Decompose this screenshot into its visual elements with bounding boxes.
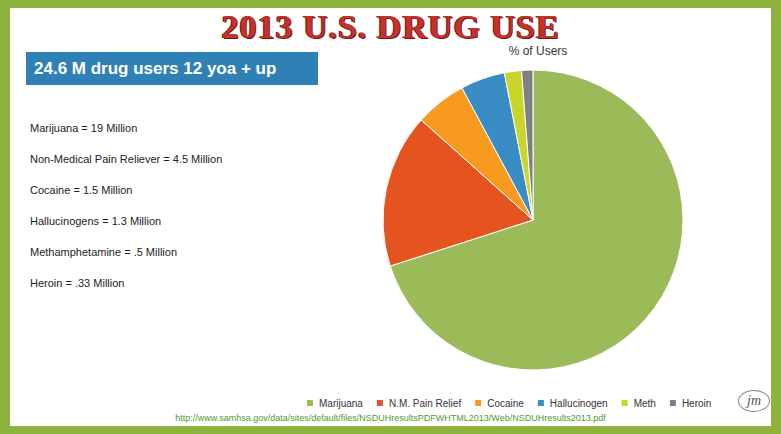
html-text:2013 U.S. DRUG USE: 2013 U.S. DRUG USE (221, 8, 560, 45)
html-text:Methamphetamine = .5 Million: Methamphetamine = .5 Million (30, 246, 177, 258)
svg-text:% of Users: % of Users (509, 44, 568, 58)
svg-text:Cocaine: Cocaine (487, 398, 524, 409)
html-text:Hallucinogens = 1.3 Million: Hallucinogens = 1.3 Million (30, 215, 162, 227)
html-text:http://www.samhsa.gov/data/sit: http://www.samhsa.gov/data/sites/default… (175, 413, 606, 423)
html-text:24.6 M drug users 12 yoa + up: 24.6 M drug users 12 yoa + up (34, 59, 277, 78)
html-text:jm: jm (747, 393, 761, 408)
svg-text:Hallucinogen: Hallucinogen (550, 398, 608, 409)
html-text:Non-Medical Pain Reliever = 4.: Non-Medical Pain Reliever = 4.5 Million (30, 153, 223, 165)
html-text:Cocaine = 1.5 Million: Cocaine = 1.5 Million (30, 184, 133, 196)
svg-text:Heroin: Heroin (682, 398, 711, 409)
svg-text:Marijuana: Marijuana (319, 398, 363, 409)
html-text:Marijuana = 19 Million: Marijuana = 19 Million (30, 122, 138, 134)
html-text:Heroin = .33 Million: Heroin = .33 Million (30, 277, 125, 289)
svg-text:Meth: Meth (634, 398, 656, 409)
svg-text:N.M. Pain Relief: N.M. Pain Relief (389, 398, 461, 409)
